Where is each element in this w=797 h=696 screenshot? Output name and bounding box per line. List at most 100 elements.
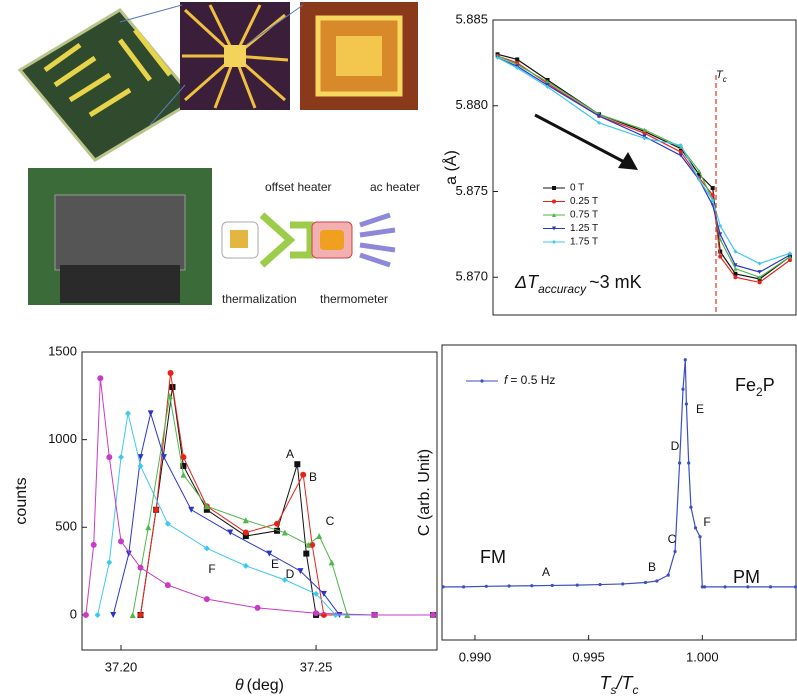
marker — [552, 240, 556, 244]
marker — [166, 392, 173, 399]
marker — [180, 462, 187, 469]
marker — [733, 275, 738, 280]
marker — [160, 454, 167, 461]
marker — [441, 585, 445, 589]
marker — [733, 271, 738, 276]
x-axis-label-part: c — [633, 683, 639, 696]
series-line — [85, 378, 434, 616]
marker — [693, 526, 698, 530]
y-axis-label: counts — [13, 477, 30, 524]
marker — [129, 611, 136, 618]
marker — [125, 550, 132, 557]
chip-pads — [43, 28, 172, 118]
marker — [545, 79, 550, 84]
marker — [320, 611, 327, 618]
marker — [757, 280, 762, 285]
device-illustration: offset heater ac heater thermalization t… — [17, 2, 420, 306]
accuracy-label: ΔTaccuracy ~3 mK — [514, 272, 642, 296]
marker — [552, 226, 556, 231]
y-axis-label: a (Å) — [441, 150, 460, 185]
marker — [147, 410, 154, 417]
phase-label: PM — [733, 567, 760, 587]
series-label: C — [326, 514, 335, 528]
marker — [530, 584, 534, 588]
connector — [149, 84, 186, 126]
marker — [320, 590, 327, 597]
marker — [313, 590, 320, 597]
marker — [242, 562, 249, 569]
marker — [254, 604, 261, 611]
marker — [733, 249, 738, 254]
marker — [242, 517, 249, 524]
marker — [507, 584, 511, 588]
illustration-label: thermometer — [320, 292, 388, 306]
marker — [757, 270, 762, 275]
marker — [733, 266, 738, 271]
marker — [328, 559, 335, 566]
y-tick-label: 1500 — [48, 343, 77, 358]
marker — [294, 461, 301, 468]
marker — [718, 232, 723, 237]
y-tick-label: 5.885 — [455, 11, 488, 26]
x-axis-label-part: s — [611, 683, 617, 696]
marker — [461, 585, 466, 589]
series-line — [112, 411, 434, 616]
thermometer-core — [320, 230, 344, 250]
marker — [552, 213, 556, 217]
marker — [710, 198, 715, 203]
arrow-head — [618, 152, 638, 170]
series-line — [497, 55, 791, 278]
series-label: A — [286, 447, 294, 461]
material-label-part: P — [763, 375, 775, 395]
y-tick-label: 5.870 — [455, 269, 488, 284]
illustration-label: ac heater — [370, 180, 420, 194]
material-label: Fe2P — [735, 375, 775, 399]
accuracy-label-part: ~3 mK — [589, 272, 642, 292]
arrow — [534, 113, 631, 167]
material-label-part: 2 — [756, 385, 763, 399]
marker — [297, 568, 304, 575]
phase-label: FM — [480, 547, 506, 567]
x-axis-label-part: (deg) — [247, 677, 284, 694]
x-tick-label: 37.25 — [300, 659, 333, 674]
marker — [700, 585, 704, 589]
marker — [597, 120, 602, 125]
marker — [703, 585, 707, 589]
marker — [137, 462, 144, 469]
marker — [515, 66, 520, 71]
series-line — [497, 55, 791, 284]
x-axis-label-part: θ — [235, 677, 244, 694]
marker — [242, 533, 249, 540]
marker — [687, 461, 691, 465]
marker — [575, 583, 579, 587]
series-line — [497, 57, 791, 265]
connector — [245, 4, 304, 46]
marker — [106, 454, 113, 461]
marker — [642, 131, 647, 136]
marker — [787, 251, 792, 256]
marker — [164, 520, 171, 527]
series-label: D — [286, 567, 295, 581]
marker — [484, 584, 488, 588]
marker — [274, 520, 281, 527]
marker — [733, 263, 738, 268]
marker — [718, 249, 723, 254]
x-axis-label-part: T — [600, 673, 613, 693]
marker — [673, 549, 677, 554]
marker — [137, 454, 144, 461]
marker — [118, 454, 125, 461]
y-axis-label: C (arb. Unit) — [416, 449, 433, 536]
marker — [718, 254, 723, 259]
marker — [371, 611, 378, 618]
marker — [188, 506, 195, 513]
micrograph-center — [224, 45, 246, 67]
illustration-label: thermalization — [222, 292, 297, 306]
series-line — [497, 53, 791, 280]
marker — [710, 186, 715, 191]
marker — [90, 541, 97, 548]
x-tick-label: 0.995 — [572, 649, 605, 664]
marker — [203, 503, 210, 510]
marker — [768, 585, 773, 589]
marker — [710, 192, 715, 197]
marker — [118, 538, 125, 545]
